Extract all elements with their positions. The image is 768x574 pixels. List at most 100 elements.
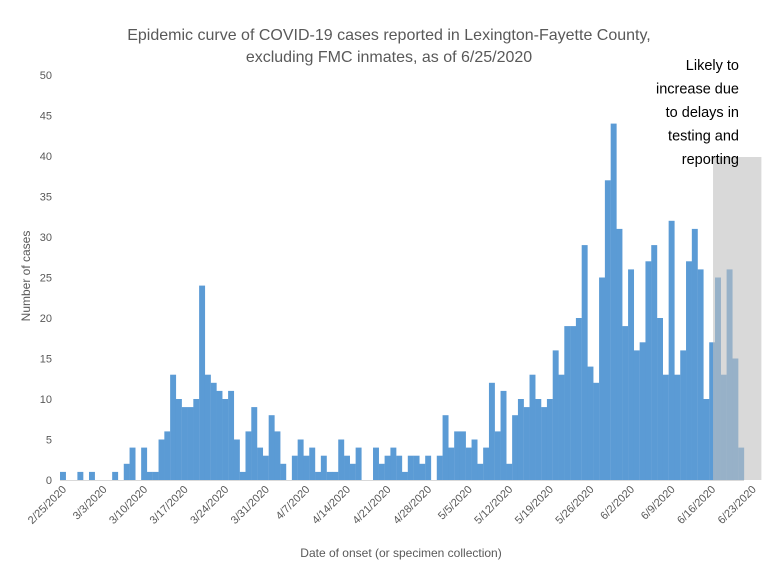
case-bar <box>680 350 687 480</box>
case-bar <box>245 431 252 480</box>
case-bar <box>593 382 600 480</box>
case-bar <box>535 399 542 480</box>
case-bar <box>599 277 606 480</box>
case-bar <box>575 318 582 480</box>
x-tick-label: 3/17/2020 <box>148 484 191 527</box>
reporting-delay-shading <box>713 157 762 480</box>
x-tick-label: 5/12/2020 <box>472 484 515 527</box>
case-bar <box>628 269 635 480</box>
y-tick-label: 10 <box>40 394 52 406</box>
y-tick-label: 15 <box>40 354 52 366</box>
case-bar <box>570 326 577 480</box>
case-bar <box>662 374 669 480</box>
case-bar <box>373 447 379 480</box>
y-axis-label: Number of cases <box>19 231 33 322</box>
x-tick-label: 4/21/2020 <box>351 484 394 527</box>
case-bar <box>552 350 559 480</box>
annotation-line-3: to delays in <box>666 105 739 121</box>
case-bar <box>390 447 397 480</box>
case-bar <box>488 382 495 480</box>
case-bar <box>564 326 571 480</box>
case-bar <box>529 374 536 480</box>
case-bar <box>691 228 698 480</box>
case-bar <box>483 447 490 480</box>
case-bar <box>239 471 246 480</box>
case-bar <box>262 455 269 480</box>
case-bar <box>506 463 513 480</box>
case-bar <box>622 326 629 480</box>
case-bar <box>280 463 287 480</box>
case-bar <box>581 245 588 480</box>
case-bar <box>170 374 177 480</box>
case-bar <box>222 399 229 480</box>
case-bar <box>541 407 548 480</box>
case-bar <box>413 455 420 480</box>
case-bar <box>251 407 258 480</box>
case-bar <box>199 285 206 480</box>
y-tick-label: 35 <box>40 192 52 204</box>
x-tick-label: 6/2/2020 <box>598 484 637 523</box>
case-bar <box>465 447 472 480</box>
y-tick-label: 40 <box>40 151 52 163</box>
case-bar <box>112 471 119 480</box>
case-bar <box>291 455 298 480</box>
case-bar <box>645 261 652 480</box>
y-tick-label: 20 <box>40 313 52 325</box>
annotation-line-5: reporting <box>682 152 739 168</box>
y-tick-label: 45 <box>40 111 52 123</box>
case-bar <box>88 471 95 480</box>
x-tick-label: 6/9/2020 <box>639 484 678 523</box>
x-tick-label: 5/26/2020 <box>553 484 596 527</box>
case-bar <box>459 431 466 480</box>
case-bar <box>338 439 345 480</box>
annotation-line-1: Likely to <box>686 58 739 74</box>
case-bar <box>309 447 316 480</box>
delay-shade-rect <box>713 157 762 480</box>
case-bar <box>610 123 617 480</box>
case-bar <box>517 399 524 480</box>
case-bar <box>697 269 704 480</box>
y-tick-label: 50 <box>40 70 52 82</box>
y-tick-label: 30 <box>40 232 52 244</box>
case-bar <box>297 439 304 480</box>
case-bar <box>500 390 507 480</box>
case-bar <box>477 463 484 480</box>
case-bar <box>141 447 148 480</box>
case-bar <box>436 455 443 480</box>
case-bar <box>228 390 235 480</box>
case-bar <box>384 455 391 480</box>
case-bar <box>686 261 692 480</box>
case-bar <box>407 455 414 480</box>
case-bar <box>639 342 646 480</box>
case-bar <box>268 415 275 480</box>
case-bar <box>77 471 84 480</box>
x-tick-label: 4/28/2020 <box>391 484 434 527</box>
case-bar <box>164 431 171 480</box>
case-bar <box>425 455 432 480</box>
case-bar <box>657 318 663 480</box>
case-bar <box>146 471 153 480</box>
y-tick-label: 25 <box>40 273 52 285</box>
x-tick-label: 3/31/2020 <box>229 484 272 527</box>
x-tick-label: 3/3/2020 <box>71 484 110 523</box>
annotation-line-4: testing and <box>668 129 739 145</box>
y-tick-label: 0 <box>46 475 52 487</box>
case-bar <box>152 471 159 480</box>
case-bar <box>587 366 594 480</box>
case-bar <box>158 439 165 480</box>
case-bar <box>332 471 339 480</box>
case-bar <box>274 431 281 480</box>
case-bar <box>709 342 716 480</box>
case-bar <box>303 455 310 480</box>
case-bar <box>419 463 426 480</box>
case-bar <box>344 455 350 480</box>
case-bar <box>193 399 200 480</box>
x-axis-label: Date of onset (or specimen collection) <box>300 546 501 560</box>
x-tick-label: 4/14/2020 <box>310 484 353 527</box>
case-bar <box>546 399 553 480</box>
x-tick-label: 4/7/2020 <box>274 484 313 523</box>
case-bar <box>494 431 501 480</box>
x-tick-label: 3/24/2020 <box>188 484 231 527</box>
case-bar <box>378 463 385 480</box>
